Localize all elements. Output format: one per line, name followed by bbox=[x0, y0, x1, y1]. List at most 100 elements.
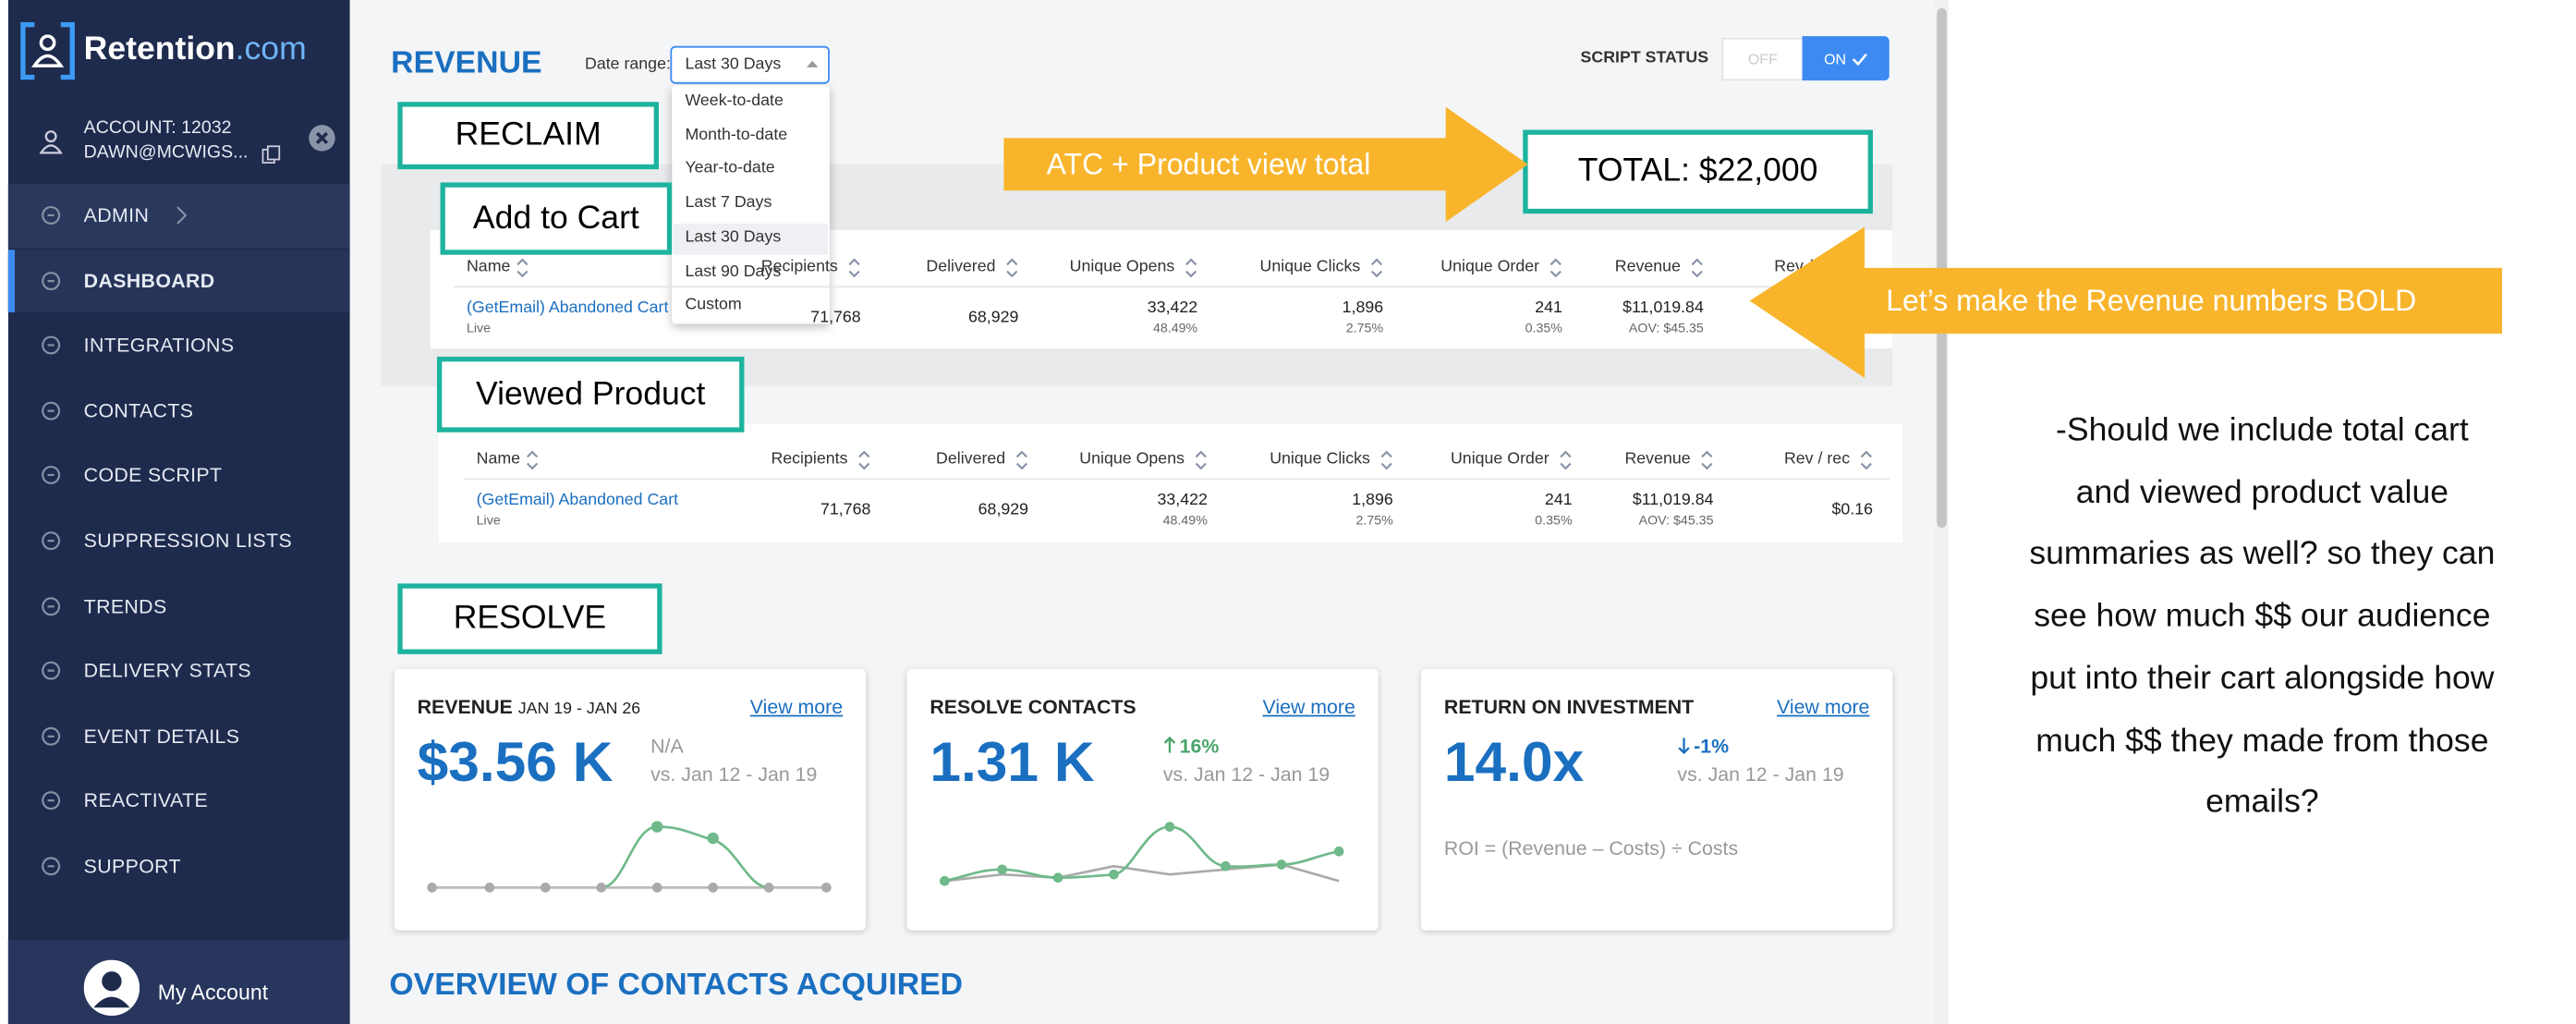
view-more[interactable]: View more bbox=[749, 695, 844, 719]
sort-icon bbox=[527, 450, 539, 470]
account-icon bbox=[39, 130, 63, 154]
row-name[interactable]: (GetEmail) Abandoned Cart bbox=[476, 491, 679, 510]
nav-icon bbox=[42, 857, 61, 876]
date-option[interactable]: Year-to-date bbox=[685, 160, 775, 178]
column-header: Revenue bbox=[1624, 450, 1691, 469]
nav-icon bbox=[42, 531, 61, 550]
up-arrow bbox=[1163, 736, 1176, 753]
date-option[interactable]: Last 30 Days bbox=[685, 227, 782, 247]
sort-icon bbox=[1701, 450, 1713, 470]
annotation-box: RESOLVE bbox=[397, 583, 662, 654]
avatar[interactable] bbox=[83, 959, 140, 1017]
view-more[interactable]: View more bbox=[1262, 695, 1355, 719]
scroll-thumb[interactable] bbox=[1937, 7, 1948, 528]
cell: 68,929 bbox=[978, 501, 1029, 520]
nav-item[interactable]: ADMIN bbox=[83, 203, 150, 227]
my-account[interactable]: My Account bbox=[157, 979, 269, 1005]
select-caret bbox=[807, 60, 819, 67]
card: REVENUE JAN 19 - JAN 26 View more $3.56 … bbox=[394, 668, 867, 931]
cell: 1,896 bbox=[1352, 491, 1393, 510]
account-id: ACCOUNT: 12032 bbox=[83, 118, 232, 139]
date-option[interactable]: Month-to-date bbox=[685, 126, 788, 144]
cell-sub: 48.49% bbox=[1162, 512, 1208, 528]
cell-sub: AOV: $45.35 bbox=[1638, 512, 1714, 528]
nav-item[interactable]: DASHBOARD bbox=[83, 268, 215, 292]
annotation-box: RECLAIM bbox=[397, 102, 660, 170]
nav-item[interactable]: SUPPORT bbox=[83, 854, 181, 878]
toggle-off[interactable]: OFF bbox=[1721, 37, 1804, 81]
date-option[interactable]: Week-to-date bbox=[685, 91, 784, 111]
note-line: summaries as well? so they can bbox=[2029, 536, 2496, 573]
cell: 241 bbox=[1544, 491, 1573, 510]
nav-item[interactable]: INTEGRATIONS bbox=[83, 334, 235, 358]
nav-item[interactable]: TRENDS bbox=[83, 594, 167, 617]
card-title: RESOLVE CONTACTS bbox=[930, 695, 1136, 719]
column-header: Recipients bbox=[771, 450, 848, 469]
nav-icon bbox=[42, 791, 61, 811]
column-header: Revenue bbox=[1614, 258, 1681, 276]
card-period: JAN 19 - JAN 26 bbox=[517, 700, 641, 719]
nav-item[interactable]: CODE SCRIPT bbox=[83, 464, 223, 488]
nav-item[interactable]: DELIVERY STATS bbox=[83, 659, 251, 683]
roi-formula: ROI = (Revenue – Costs) ÷ Costs bbox=[1443, 836, 1739, 860]
cell: 71,768 bbox=[820, 501, 871, 520]
note-line: put into their cart alongside how bbox=[2030, 660, 2495, 697]
row-name[interactable]: (GetEmail) Abandoned Cart bbox=[466, 299, 669, 318]
sort-icon bbox=[1691, 258, 1703, 278]
sort-icon bbox=[858, 450, 870, 470]
table-divider bbox=[453, 286, 1880, 288]
script-status-label: SCRIPT STATUS bbox=[1580, 49, 1709, 67]
cell: 71,768 bbox=[810, 309, 861, 327]
column-header: Unique Opens bbox=[1079, 450, 1185, 469]
close-account[interactable] bbox=[307, 123, 336, 152]
sparkline bbox=[940, 822, 1344, 886]
column-header: Unique Clicks bbox=[1270, 450, 1370, 469]
arrow-left bbox=[1749, 226, 2502, 379]
note-line: and viewed product value bbox=[2075, 474, 2449, 511]
logo-icon bbox=[20, 22, 75, 80]
nav-item[interactable]: CONTACTS bbox=[83, 398, 194, 422]
note-line: -Should we include total cart bbox=[2056, 412, 2469, 449]
sort-icon bbox=[1549, 258, 1561, 278]
section-title: OVERVIEW OF CONTACTS ACQUIRED bbox=[389, 968, 964, 1003]
column-header: Delivered bbox=[926, 258, 996, 276]
note-line: emails? bbox=[2205, 784, 2319, 821]
card-value: 14.0x bbox=[1443, 731, 1585, 795]
date-option[interactable]: Last 90 Days bbox=[685, 262, 782, 281]
cell-sub: 2.75% bbox=[1355, 512, 1393, 528]
cell: 241 bbox=[1535, 299, 1562, 318]
nav-item[interactable]: EVENT DETAILS bbox=[83, 724, 240, 748]
date-option[interactable]: Custom bbox=[685, 296, 742, 315]
brand-suffix: .com bbox=[235, 30, 307, 67]
column-header: Rev / rec bbox=[1783, 450, 1851, 469]
sort-icon bbox=[516, 258, 529, 278]
cell: 33,422 bbox=[1157, 491, 1208, 510]
brand-name: Retention.com bbox=[84, 31, 307, 69]
nav-item[interactable]: SUPPRESSION LISTS bbox=[83, 529, 293, 553]
column-header: Unique Opens bbox=[1069, 258, 1175, 276]
active-indicator bbox=[7, 250, 16, 312]
view-more[interactable]: View more bbox=[1777, 695, 1870, 719]
brand: Retention bbox=[83, 30, 236, 67]
sort-icon bbox=[1860, 450, 1872, 470]
cell-sub: 2.75% bbox=[1345, 320, 1384, 335]
card: RETURN ON INVESTMENT View more 14.0x -1%… bbox=[1421, 668, 1893, 931]
sparkline bbox=[427, 821, 832, 893]
cell: 33,422 bbox=[1147, 299, 1198, 318]
note-line: much $$ they made from those bbox=[2035, 722, 2489, 759]
nav-item[interactable]: REACTIVATE bbox=[83, 789, 209, 813]
nav-icon bbox=[42, 401, 61, 421]
account-email: DAWN@MCWIGS... bbox=[83, 142, 249, 164]
card-change: -1% bbox=[1694, 734, 1730, 758]
table-panel bbox=[438, 423, 1902, 542]
nav-icon bbox=[42, 206, 61, 225]
copy-icon[interactable] bbox=[261, 145, 281, 165]
sort-icon bbox=[1380, 450, 1392, 470]
date-select[interactable] bbox=[670, 45, 830, 84]
date-option[interactable]: Last 7 Days bbox=[685, 194, 772, 213]
column-header: Unique Clicks bbox=[1259, 258, 1361, 276]
toggle-on[interactable]: ON bbox=[1802, 36, 1889, 81]
note-line: see how much $$ our audience bbox=[2034, 598, 2491, 635]
sort-icon bbox=[1195, 450, 1207, 470]
